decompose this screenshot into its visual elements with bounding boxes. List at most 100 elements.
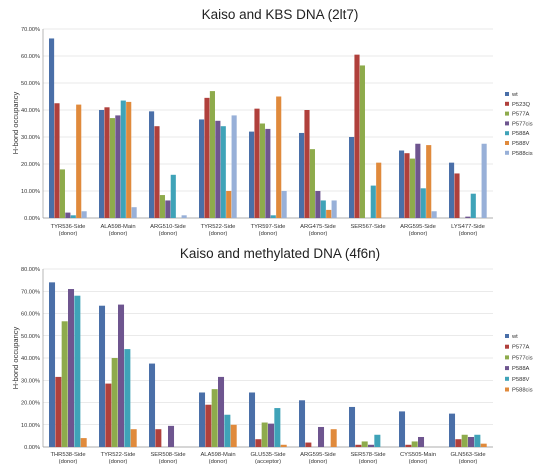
- bar-P523Q-8: [454, 173, 460, 218]
- bar-P577cis-2: [165, 200, 171, 218]
- bar-wt-0: [49, 282, 56, 447]
- chart-title: Kaiso and KBS DNA (2lt7): [202, 7, 359, 22]
- x-tick-label: TYR522-Side: [201, 224, 236, 230]
- bar-P588A-8: [470, 193, 476, 218]
- legend-swatch: [505, 366, 509, 371]
- x-tick-sublabel: (donor): [59, 231, 78, 237]
- x-tick-label: ARG510-Side: [150, 224, 186, 230]
- legend-swatch: [505, 92, 509, 96]
- y-tick-label: 20.00%: [21, 162, 40, 168]
- x-tick-label: ALA598-Main: [200, 452, 235, 458]
- legend-label: P588A: [512, 366, 530, 372]
- bar-P588V-0: [76, 104, 82, 218]
- bar-P588V-0: [74, 295, 81, 447]
- bar-P588cis-1: [131, 207, 137, 218]
- x-tick-label: THR538-Side: [50, 452, 85, 458]
- chart-title: Kaiso and methylated DNA (4f6n): [180, 246, 380, 261]
- bar-wt-8: [449, 413, 456, 447]
- bar-P577A-3: [209, 91, 215, 218]
- bar-P588A-5: [320, 200, 326, 218]
- bar-P523Q-4: [254, 108, 260, 218]
- bar-P577A-5: [305, 442, 312, 447]
- bar-wt-1: [99, 305, 106, 447]
- bar-P588V-6: [374, 434, 381, 447]
- x-tick-sublabel: (donor): [109, 231, 128, 237]
- y-tick-label: 10.00%: [21, 423, 40, 429]
- bar-P577cis-7: [411, 441, 418, 447]
- x-tick-label: SER578-Side: [350, 452, 385, 458]
- y-tick-label: 80.00%: [21, 267, 40, 273]
- legend-swatch: [505, 121, 509, 126]
- bar-P577cis-0: [61, 321, 68, 447]
- x-tick-sublabel: (donor): [409, 459, 428, 465]
- x-tick-label: CYS505-Main: [400, 452, 436, 458]
- bar-P577A-1: [105, 383, 112, 447]
- bar-P577cis-8: [465, 216, 471, 218]
- legend-swatch: [505, 334, 509, 338]
- y-tick-label: 20.00%: [21, 401, 40, 407]
- bar-P588A-7: [420, 188, 426, 218]
- x-tick-label: GLN563-Side: [450, 452, 485, 458]
- bar-P588V-3: [224, 414, 231, 447]
- x-tick-sublabel: (donor): [59, 459, 78, 465]
- legend-label: P588A: [512, 131, 530, 137]
- bar-wt-7: [399, 150, 405, 218]
- legend-swatch: [505, 111, 509, 116]
- x-tick-sublabel: (donor): [159, 459, 178, 465]
- bar-P588V-8: [474, 434, 481, 447]
- bar-P577A-3: [205, 404, 212, 447]
- bar-P588A-0: [68, 289, 75, 447]
- bar-P577A-0: [55, 376, 62, 447]
- x-tick-label: SER567-Side: [350, 224, 385, 230]
- x-tick-label: ARG595-Side: [400, 224, 436, 230]
- y-tick-label: 70.00%: [21, 289, 40, 295]
- bar-wt-2: [149, 363, 156, 447]
- legend-label: P577A: [512, 112, 530, 118]
- bar-P588A-2: [170, 174, 176, 218]
- x-tick-label: ARG475-Side: [300, 224, 336, 230]
- legend: wt P523Q P577A P577cis P588A P588V P588cis: [505, 92, 533, 157]
- legend-label: P588V: [512, 377, 530, 383]
- bar-P588A-1: [118, 304, 125, 447]
- bar-P588cis-0: [81, 211, 87, 218]
- bar-P577cis-3: [211, 389, 218, 447]
- bar-P588cis-5: [330, 429, 337, 447]
- bar-P588V-3: [226, 191, 232, 218]
- bar-wt-6: [349, 406, 356, 447]
- x-tick-label: TYR597-Side: [251, 224, 286, 230]
- legend-label: P523Q: [512, 102, 531, 108]
- bar-P588cis-2: [181, 215, 187, 218]
- bar-P588A-6: [370, 185, 376, 218]
- bar-P577cis-4: [265, 128, 271, 218]
- y-tick-label: 10.00%: [21, 189, 40, 195]
- x-tick-sublabel: (donor): [409, 231, 428, 237]
- bar-P523Q-5: [304, 110, 310, 218]
- x-tick-sublabel: (donor): [259, 231, 278, 237]
- legend-swatch: [505, 344, 509, 349]
- bar-P588A-4: [270, 215, 276, 218]
- bar-wt-5: [299, 132, 305, 218]
- bar-wt-4: [249, 131, 255, 218]
- bar-P588A-8: [468, 436, 475, 447]
- legend-swatch: [505, 376, 509, 381]
- bar-P588A-2: [168, 425, 175, 447]
- bar-wt-3: [199, 119, 205, 218]
- bar-P588A-3: [218, 376, 225, 447]
- bar-P577cis-1: [115, 115, 121, 218]
- y-tick-label: 70.00%: [21, 27, 40, 33]
- x-tick-label: ALA598-Main: [100, 224, 135, 230]
- x-tick-sublabel: (donor): [209, 459, 228, 465]
- bar-P577A-5: [309, 149, 315, 218]
- legend-swatch: [505, 101, 509, 106]
- legend-swatch: [505, 355, 509, 360]
- bar-wt-7: [399, 411, 406, 447]
- y-tick-label: 60.00%: [21, 54, 40, 60]
- bar-P523Q-0: [54, 103, 60, 218]
- bar-wt-5: [299, 400, 306, 447]
- bar-P577A-0: [59, 169, 65, 218]
- bar-wt-8: [449, 162, 455, 218]
- bar-P588A-4: [268, 423, 275, 447]
- bar-P577cis-1: [111, 358, 118, 447]
- legend-swatch: [505, 131, 509, 136]
